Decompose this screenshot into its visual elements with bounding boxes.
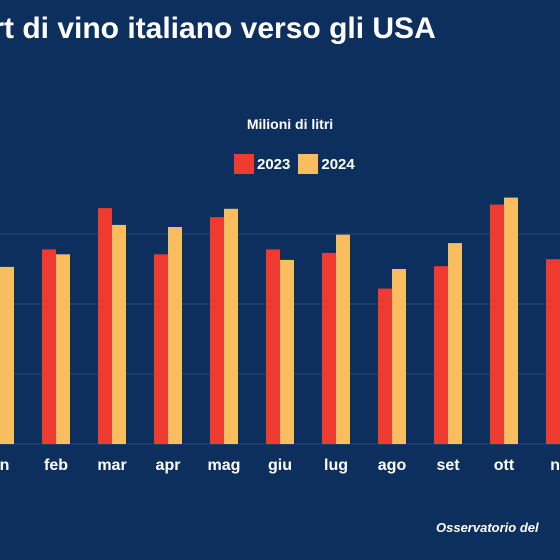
x-tick-label-giu: giu	[268, 457, 292, 474]
bar-2024-set	[448, 243, 462, 444]
legend-label-2024: 2024	[321, 155, 355, 173]
bar-2024-ott	[504, 197, 518, 444]
bars	[0, 197, 560, 444]
bar-2023-feb	[42, 249, 56, 444]
legend-item-2024: 2024	[298, 154, 355, 174]
x-tick-label-feb: feb	[44, 457, 68, 474]
x-tick-label-apr: apr	[156, 457, 181, 474]
x-axis-labels: en feb mar apr mag giu lug ago set ott no	[0, 457, 560, 474]
bar-2023-no	[546, 259, 560, 444]
legend-item-2023: 2023	[234, 154, 290, 174]
x-tick-label-ago: ago	[378, 457, 407, 474]
bar-2024-mar	[112, 224, 126, 444]
bar-2024-lug	[336, 234, 350, 444]
legend-swatch-2024	[298, 154, 319, 174]
bar-2023-ago	[378, 288, 392, 444]
chart-subtitle: Milioni di litri	[246, 116, 334, 132]
bar-2024-feb	[56, 254, 70, 444]
bar-2023-mar	[98, 208, 112, 444]
bar-2024-en	[0, 266, 14, 444]
legend: 2023 2024	[234, 154, 355, 174]
x-tick-label-mag: mag	[208, 457, 241, 474]
bar-2023-mag	[210, 217, 224, 444]
chart-title: ort di vino italiano verso gli USA	[0, 12, 436, 45]
bar-2023-apr	[154, 254, 168, 444]
bar-2023-giu	[266, 249, 280, 444]
x-tick-label-set: set	[436, 457, 460, 474]
legend-label-2023: 2023	[257, 155, 291, 173]
bar-2023-lug	[322, 252, 336, 444]
legend-swatch-2023	[234, 154, 254, 174]
bar-2024-apr	[168, 227, 182, 444]
x-tick-label-ott: ott	[494, 457, 515, 474]
x-tick-label-lug: lug	[324, 457, 348, 474]
x-tick-label-no: no	[550, 457, 560, 474]
bar-2024-giu	[280, 259, 294, 444]
source-note: Osservatorio del	[436, 520, 539, 535]
x-tick-label-mar: mar	[97, 457, 126, 474]
bar-2023-set	[434, 266, 448, 444]
bar-2024-ago	[392, 269, 406, 444]
bar-2024-mag	[224, 208, 238, 444]
x-tick-label-en: en	[0, 457, 9, 474]
bar-2023-ott	[490, 204, 504, 444]
